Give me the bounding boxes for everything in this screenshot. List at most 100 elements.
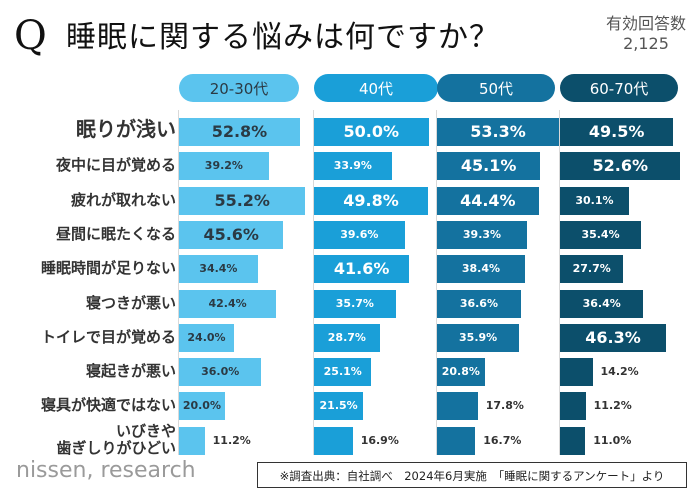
legend-item: 50代 — [437, 74, 555, 102]
data-label: 53.3% — [470, 122, 526, 141]
data-label: 41.6% — [333, 259, 390, 279]
data-label: 20.8% — [441, 365, 480, 379]
axis-line — [313, 110, 314, 455]
bar — [314, 358, 372, 387]
category-label: 疲れが取れない — [70, 190, 176, 209]
data-label: 27.7% — [572, 262, 611, 276]
data-label: 52.8% — [211, 122, 268, 141]
bar — [560, 426, 586, 455]
data-label: 44.4% — [460, 190, 516, 210]
data-label: 35.9% — [459, 330, 498, 344]
bar — [314, 118, 429, 146]
bar — [314, 152, 392, 181]
category-label: トイレで目が覚める — [40, 327, 176, 346]
legend-item: 60-70代 — [560, 74, 678, 102]
bar — [437, 426, 476, 455]
data-label: 33.9% — [333, 159, 372, 173]
bar — [179, 152, 269, 181]
data-label: 39.2% — [204, 159, 243, 173]
legend-item: 20-30代 — [179, 74, 299, 102]
bar — [314, 323, 380, 352]
data-label: 14.2% — [600, 365, 639, 379]
data-label: 42.4% — [208, 296, 247, 310]
data-label: 11.2% — [212, 433, 251, 447]
bar — [560, 152, 681, 181]
category-label: いびきや 歯ぎしりがひどい — [56, 421, 176, 457]
bar — [560, 392, 586, 421]
bar — [179, 426, 205, 455]
data-label: 24.0% — [187, 330, 226, 344]
axis-line — [178, 110, 179, 455]
bar — [314, 255, 410, 284]
data-label: 25.1% — [323, 365, 362, 379]
data-label: 39.6% — [340, 227, 379, 241]
data-label: 55.2% — [214, 190, 270, 210]
category-label: 寝起きが悪い — [85, 362, 176, 381]
bar — [437, 392, 478, 421]
data-label: 45.6% — [203, 224, 259, 244]
brand-logo: nissen, research — [16, 458, 196, 483]
bar — [437, 186, 539, 215]
data-label: 16.7% — [483, 433, 522, 447]
bar — [314, 186, 429, 215]
data-label: 46.3% — [585, 327, 641, 347]
bar — [560, 323, 667, 352]
bar — [437, 289, 521, 318]
category-label: 睡眠時間が足りない — [40, 259, 176, 278]
data-label: 36.0% — [201, 365, 240, 379]
page-title: 睡眠に関する悩みは何ですか？ — [66, 20, 500, 55]
data-label: 35.4% — [581, 227, 620, 241]
question-mark: Q — [14, 13, 47, 59]
data-label: 52.6% — [592, 156, 648, 176]
bar — [179, 186, 306, 215]
category-label: 昼間に眠たくなる — [55, 224, 176, 243]
data-label: 49.5% — [588, 122, 645, 141]
bar — [179, 358, 262, 387]
data-label: 20.0% — [182, 399, 221, 413]
legend-item: 40代 — [314, 74, 438, 102]
category-label: 寝つきが悪い — [85, 293, 176, 312]
bar — [560, 118, 674, 146]
bar — [560, 289, 644, 318]
bar — [314, 289, 396, 318]
bar — [179, 118, 300, 146]
data-label: 45.1% — [460, 156, 517, 176]
data-label: 49.8% — [343, 190, 399, 210]
bar — [437, 152, 541, 181]
data-label: 38.4% — [461, 262, 501, 276]
bar — [560, 358, 593, 387]
bar — [314, 392, 364, 421]
bar — [179, 392, 225, 421]
data-label: 11.0% — [593, 433, 632, 447]
source-note: ※調査出典：自社調べ 2024年6月実施 「睡眠に関するアンケート」より — [257, 462, 687, 488]
bar — [179, 255, 258, 284]
bar — [560, 186, 629, 215]
respondents-label: 有効回答数 — [605, 14, 686, 33]
bar — [560, 255, 624, 284]
bar — [560, 220, 642, 249]
data-label: 21.5% — [319, 399, 358, 413]
bar — [314, 220, 405, 249]
bar — [314, 426, 353, 455]
category-label: 夜中に目が覚める — [55, 156, 176, 175]
bar — [437, 358, 485, 387]
bar — [437, 220, 527, 249]
data-label: 17.8% — [485, 399, 524, 413]
data-label: 16.9% — [360, 433, 399, 447]
category-label: 寝具が快適ではない — [40, 396, 176, 415]
bar — [437, 323, 520, 352]
bar — [437, 118, 560, 146]
respondents-value: 2,125 — [623, 34, 669, 53]
data-label: 36.4% — [582, 296, 621, 310]
data-label: 28.7% — [327, 330, 366, 344]
axis-line — [559, 110, 560, 455]
data-label: 50.0% — [343, 122, 399, 141]
bar — [437, 255, 525, 284]
bar — [179, 289, 277, 318]
data-label: 11.2% — [593, 399, 632, 413]
data-label: 34.4% — [199, 262, 238, 276]
data-label: 36.6% — [459, 296, 498, 310]
bar — [179, 220, 284, 249]
data-label: 30.1% — [575, 193, 614, 207]
data-label: 39.3% — [462, 227, 502, 241]
